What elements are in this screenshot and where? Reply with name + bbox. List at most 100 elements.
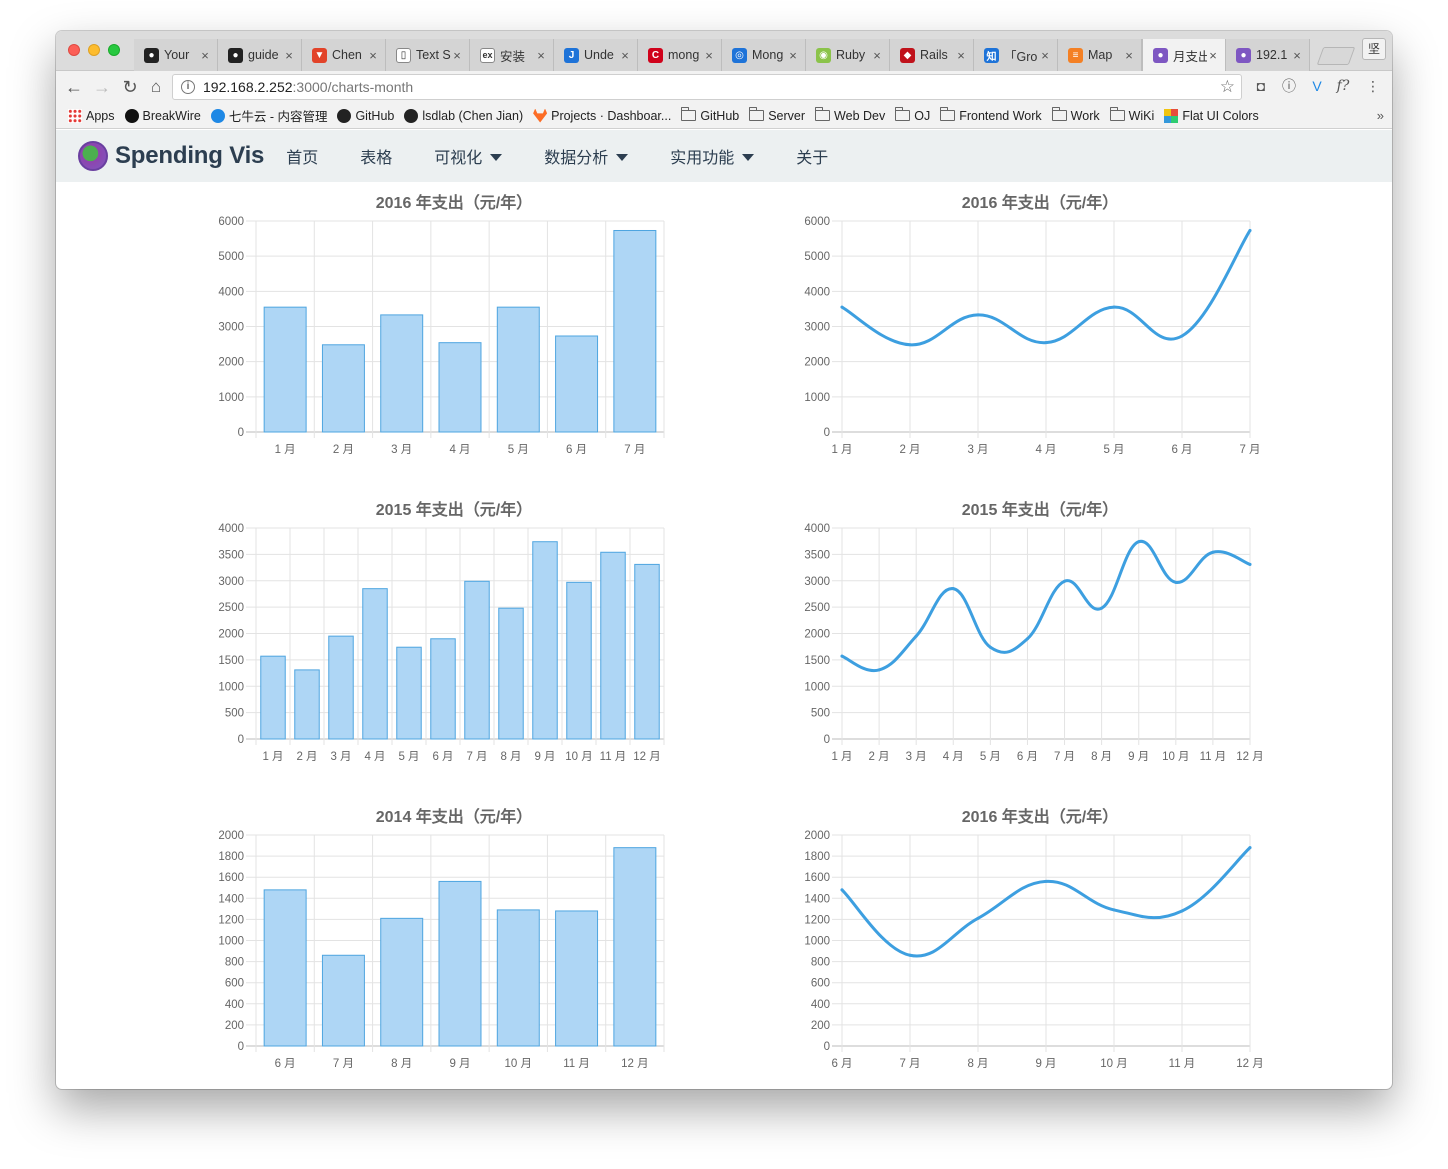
data-point <box>1026 637 1029 640</box>
minimize-window-button[interactable] <box>88 44 100 56</box>
info-icon[interactable]: i <box>181 80 195 94</box>
x-tick-label: 6 月 <box>1017 751 1038 763</box>
close-window-button[interactable] <box>68 44 80 56</box>
y-tick-label: 1800 <box>804 851 830 863</box>
bookmark-item[interactable]: Frontend Work <box>940 109 1041 123</box>
browser-tab[interactable]: J Unde × <box>554 39 638 71</box>
bar <box>497 307 539 432</box>
bookmark-item[interactable]: GitHub <box>337 109 394 123</box>
browser-tab[interactable]: ex 安装 × <box>470 39 554 71</box>
bookmark-item[interactable]: Web Dev <box>815 109 885 123</box>
series-line <box>842 541 1250 670</box>
browser-tab[interactable]: ● Your × <box>134 39 218 71</box>
brand[interactable]: Spending Vis <box>78 141 264 171</box>
chart-title: 2016 年支出（元/年） <box>376 193 533 212</box>
x-tick-label: 12 月 <box>633 751 661 763</box>
nav-item[interactable]: 数据分析 <box>544 144 628 168</box>
x-tick-label: 6 月 <box>432 751 453 763</box>
chart-group: 2015 年支出（元/年） 0 500 1000 1500 2000 2500 3000 350… <box>218 500 664 763</box>
close-icon[interactable]: × <box>451 48 463 63</box>
menu-dots-icon[interactable]: ⋮ <box>1364 77 1382 95</box>
close-icon[interactable]: × <box>955 48 967 63</box>
browser-tab[interactable]: ▼ Chen × <box>302 39 386 71</box>
close-icon[interactable]: × <box>619 48 631 63</box>
y-tick-label: 2000 <box>804 357 830 369</box>
browser-tab[interactable]: ◎ Mong × <box>722 39 806 71</box>
chart-title: 2016 年支出（元/年） <box>962 193 1119 212</box>
bookmark-item[interactable]: Flat UI Colors <box>1164 109 1258 123</box>
zoom-window-button[interactable] <box>108 44 120 56</box>
nav-item[interactable]: 表格 <box>360 144 392 168</box>
bookmark-item[interactable]: BreakWire <box>125 109 201 123</box>
folder-icon <box>1052 110 1067 121</box>
bookmark-item[interactable]: OJ <box>895 109 930 123</box>
browser-tab[interactable]: ● 月支出 × <box>1142 39 1226 71</box>
close-icon[interactable]: × <box>703 48 715 63</box>
browser-tab[interactable]: ≡ Map × <box>1058 39 1142 71</box>
ex-icon: ex <box>480 48 495 63</box>
close-icon[interactable]: × <box>283 48 295 63</box>
profile-button[interactable]: 坚 <box>1362 38 1386 60</box>
forward-arrow-icon[interactable]: → <box>90 75 114 99</box>
browser-tab[interactable]: ◆ Rails × <box>890 39 974 71</box>
bookmark-item[interactable]: Projects · Dashboar... <box>533 109 671 123</box>
bar <box>295 670 319 739</box>
formula-icon[interactable]: f? <box>1334 77 1352 95</box>
vue-devtools-icon[interactable]: V <box>1308 77 1326 95</box>
home-icon[interactable]: ⌂ <box>144 75 168 99</box>
nav-item[interactable]: 实用功能 <box>670 144 754 168</box>
browser-tab[interactable]: ● 192.1 × <box>1226 39 1310 71</box>
close-icon[interactable]: × <box>871 48 883 63</box>
x-tick-label: 10 月 <box>505 1058 533 1070</box>
y-tick-label: 1000 <box>804 392 830 404</box>
nav-item-label: 关于 <box>796 144 828 168</box>
y-tick-label: 5000 <box>804 251 830 263</box>
browser-tab[interactable]: 知「Gro × <box>974 39 1058 71</box>
browser-tab[interactable]: ● guide × <box>218 39 302 71</box>
folder-icon <box>749 110 764 121</box>
close-icon[interactable]: × <box>535 48 547 63</box>
pocket-icon[interactable]: ◘ <box>1252 77 1270 95</box>
close-icon[interactable]: × <box>1123 48 1135 63</box>
bar <box>556 336 598 432</box>
url-path: :3000/charts-month <box>293 79 414 95</box>
reload-icon[interactable]: ↻ <box>118 75 142 99</box>
data-point <box>915 635 918 638</box>
address-bar[interactable]: i 192.168.2.252:3000/charts-month ☆ <box>172 74 1242 100</box>
x-tick-label: 11 月 <box>1169 1058 1196 1070</box>
bookmark-item[interactable]: Server <box>749 109 805 123</box>
nav-item[interactable]: 可视化 <box>434 144 502 168</box>
close-icon[interactable]: × <box>367 48 379 63</box>
github-icon: ● <box>144 48 159 63</box>
y-tick-label: 1000 <box>804 936 830 948</box>
bookmark-star-icon[interactable]: ☆ <box>1220 77 1235 97</box>
y-tick-label: 2500 <box>218 602 244 614</box>
browser-tab[interactable]: ▯ Text S × <box>386 39 470 71</box>
close-icon[interactable]: × <box>1039 48 1051 63</box>
close-icon[interactable]: × <box>199 48 211 63</box>
x-tick-label: 2 月 <box>899 444 920 456</box>
browser-tab[interactable]: ◉ Ruby × <box>806 39 890 71</box>
nav-item[interactable]: 关于 <box>796 144 828 168</box>
onepassword-icon[interactable]: ⓘ <box>1280 77 1298 95</box>
close-icon[interactable]: × <box>787 48 799 63</box>
bookmark-item[interactable]: Work <box>1052 109 1100 123</box>
y-tick-label: 400 <box>225 999 244 1011</box>
new-tab-button[interactable] <box>1317 47 1356 65</box>
bookmarks-overflow-icon[interactable]: » <box>1377 108 1384 123</box>
close-icon[interactable]: × <box>1207 48 1219 63</box>
bookmark-item[interactable]: Apps <box>68 109 115 123</box>
back-arrow-icon[interactable]: ← <box>62 75 86 99</box>
bookmark-item[interactable]: lsdlab (Chen Jian) <box>404 109 523 123</box>
bookmark-item[interactable]: 七牛云 - 内容管理 <box>211 106 328 125</box>
close-icon[interactable]: × <box>1291 48 1303 63</box>
qiniu-icon <box>211 109 225 123</box>
x-tick-label: 1 月 <box>831 751 852 763</box>
bookmark-item[interactable]: GitHub <box>681 109 739 123</box>
nav-item[interactable]: 首页 <box>286 144 318 168</box>
chart-2016-bar: 2016 年支出（元/年） 0 1000 2000 3000 4000 5000 6000 1 … <box>156 191 726 486</box>
bookmark-item[interactable]: WiKi <box>1110 109 1155 123</box>
